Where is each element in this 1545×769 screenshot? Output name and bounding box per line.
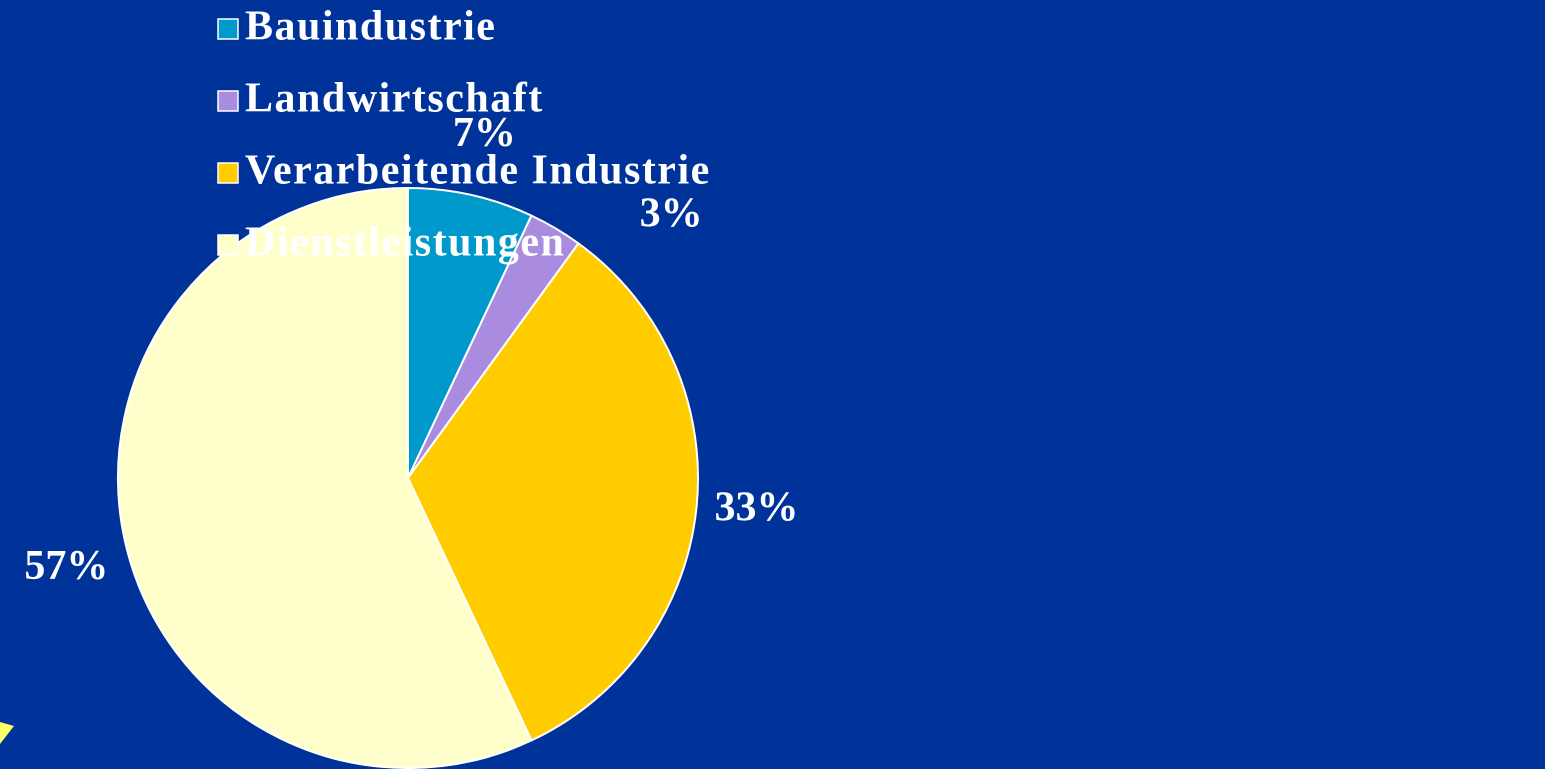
data-label: 57% (24, 543, 108, 589)
legend-label: Verarbeitende Industrie (245, 148, 711, 194)
data-label: 3% (640, 190, 703, 236)
legend-swatch (217, 162, 239, 184)
legend-swatch (217, 234, 239, 256)
legend-swatch (217, 90, 239, 112)
pie-slice (407, 186, 533, 479)
data-label: 7% (453, 110, 516, 156)
decoration (0, 722, 14, 744)
data-label: 33% (714, 485, 798, 531)
legend-swatch (217, 18, 239, 40)
legend-label: Dienstleistungen (245, 220, 565, 266)
pie-slice (117, 186, 533, 769)
pie-slice (406, 241, 699, 742)
legend-label: Bauindustrie (245, 4, 496, 50)
legend-label: Landwirtschaft (245, 76, 544, 122)
